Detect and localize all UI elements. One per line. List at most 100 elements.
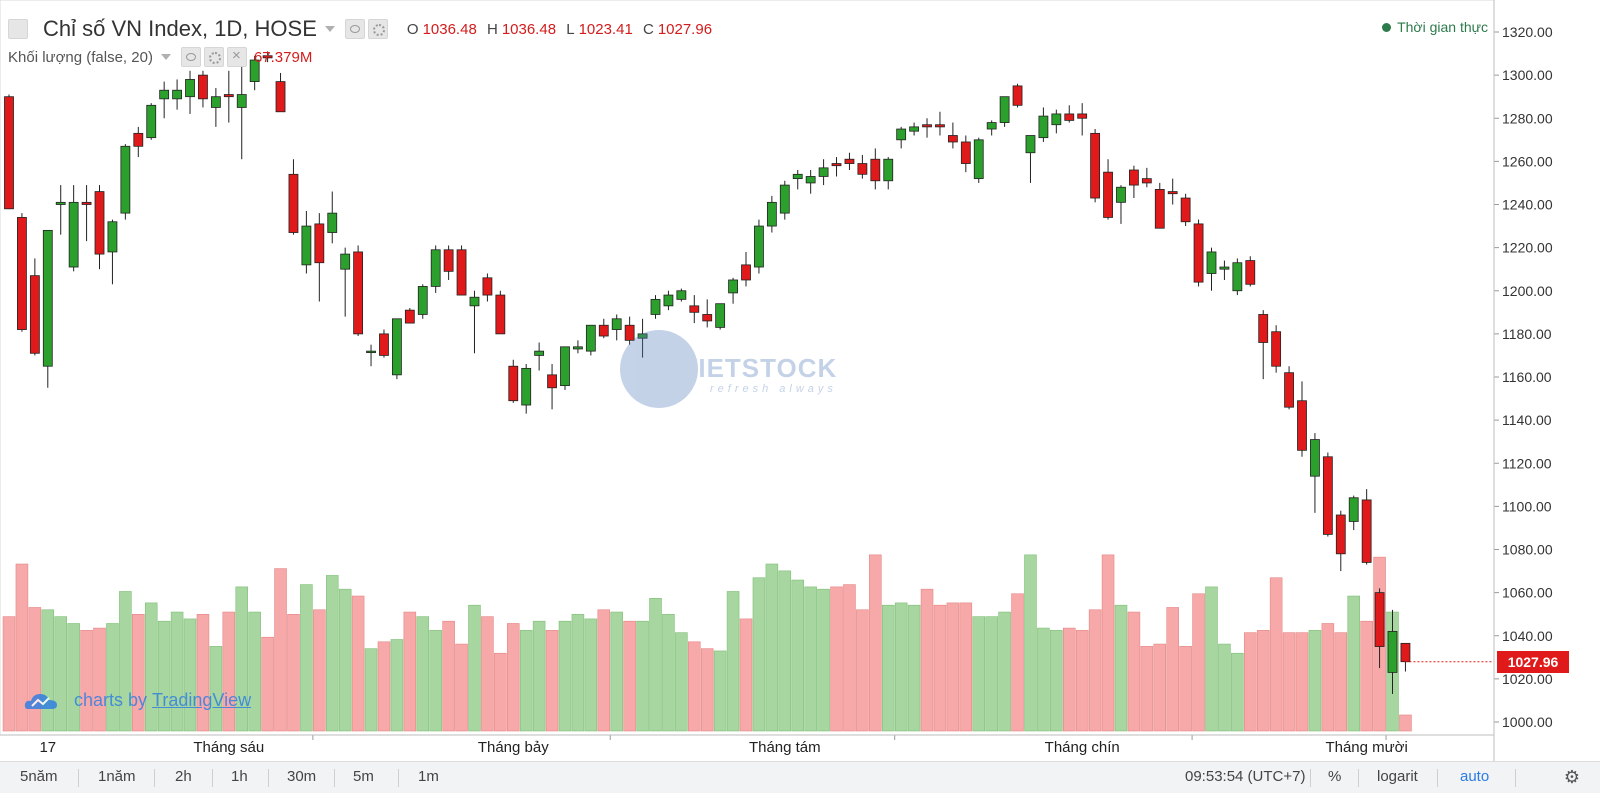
candle-body [172,89,182,100]
vietstock-logo-icon [620,330,698,408]
candle-body [1167,191,1178,195]
volume-bar [15,563,29,732]
volume-bar [985,616,998,732]
candle-body [146,104,157,139]
interval-30m-button[interactable]: 30m [287,768,317,785]
volume-bar [894,602,908,732]
volume-legend: Khối lượng (false, 20) 67.379M [0,46,312,68]
low-value: 1023.41 [578,20,633,38]
volume-bar [132,614,145,732]
volume-bar [209,646,223,732]
candle-body [68,201,79,268]
volume-bar [532,620,546,732]
candle-body [366,350,376,354]
volume-bar [119,591,132,732]
price-tick-label: 1160.00 [1502,369,1552,385]
volume-bar [1334,632,1348,732]
volume-bar [959,602,973,732]
settings-gear-icon[interactable]: ⚙ [1563,767,1581,787]
volume-bar [765,563,779,732]
volume-bar [1269,577,1283,732]
volume-bar [54,616,67,732]
candle-body [379,333,389,356]
volume-bar [287,614,300,732]
candle-body [210,96,221,108]
volume-bar [558,620,572,732]
collapse-legend-icon[interactable] [8,19,28,39]
tradingview-credit[interactable]: charts by TradingView [24,690,251,711]
eye-icon[interactable] [180,47,201,67]
volume-bar [920,588,934,732]
candle-body [766,201,777,227]
volume-bar [662,614,675,732]
volume-bar [1037,627,1050,732]
close-icon[interactable] [226,47,247,67]
candle-body [1180,197,1191,223]
price-legend: Chỉ số VN Index, 1D, HOSE O 1036.48 H 1036… [0,14,712,44]
price-tick-label: 1260.00 [1502,153,1553,169]
volume-bar [1153,643,1167,732]
price-chart[interactable]: 1000.00 1020.00 1040.00 1060.00 1080.00 1100.… [0,0,1600,761]
symbol-title[interactable]: Chỉ số VN Index, 1D, HOSE [43,16,317,41]
candle-body [417,286,428,315]
time-tick-label: Tháng bảy [478,739,549,756]
volume-bar [1295,632,1309,732]
candle-body [1322,456,1333,535]
volume-bar [869,554,882,732]
time-tick-label: 17 [39,739,56,756]
gear-icon[interactable] [367,19,388,39]
candle-body [1400,642,1411,663]
credit-brand-link[interactable]: TradingView [152,690,252,710]
candle-body [922,124,932,128]
volume-bar [571,614,585,732]
volume-bar [610,611,623,732]
candle-body [792,173,803,180]
candle-body [637,333,648,339]
candle-body [1090,132,1101,199]
candle-body [689,305,700,313]
candle-body [702,314,713,322]
volume-bar [933,604,947,732]
range-1y-button[interactable]: 1năm [98,768,136,785]
status-dot-icon [1382,22,1392,32]
volume-bar [300,584,313,732]
high-value: 1036.48 [501,20,557,38]
volume-bar [157,620,171,732]
price-tick-label: 1040.00 [1502,628,1553,644]
log-scale-toggle[interactable]: logarit [1377,768,1418,785]
volume-bar [351,595,365,732]
candle-body [1051,113,1062,126]
interval-2h-button[interactable]: 2h [175,768,192,785]
price-tick-label: 1000.00 [1502,714,1553,730]
volume-bar [93,627,106,732]
volume-title[interactable]: Khối lượng (false, 20) [8,48,153,66]
gear-icon[interactable] [203,47,224,67]
candle-body [999,96,1010,123]
candle-body [883,158,894,182]
clock-time[interactable]: 09:53:54 (UTC+7) [1185,768,1306,785]
candle-body [1271,331,1282,367]
volume-bar [1256,630,1270,732]
eye-icon[interactable] [344,19,365,39]
range-5y-button[interactable]: 5năm [20,768,58,785]
volume-bar [416,616,430,732]
candle-body [29,275,40,354]
volume-bar [1127,611,1141,732]
price-tick-label: 1100.00 [1502,498,1552,514]
interval-1h-button[interactable]: 1h [231,768,248,785]
auto-scale-toggle[interactable]: auto [1460,768,1490,785]
chevron-down-icon[interactable] [160,54,171,60]
price-tick-label: 1240.00 [1502,197,1553,213]
candle-body [185,79,195,98]
interval-5m-button[interactable]: 5m [353,768,374,785]
candle-body [249,59,260,82]
percent-scale-toggle[interactable]: % [1328,768,1342,785]
interval-1m-button[interactable]: 1m [418,768,439,785]
candle-body [1361,499,1372,563]
close-value: 1027.96 [657,20,713,38]
candle-body [741,264,751,281]
candle-body [469,296,480,307]
chevron-down-icon[interactable] [324,26,335,32]
volume-bar [1166,607,1179,732]
candle-body [159,89,170,100]
